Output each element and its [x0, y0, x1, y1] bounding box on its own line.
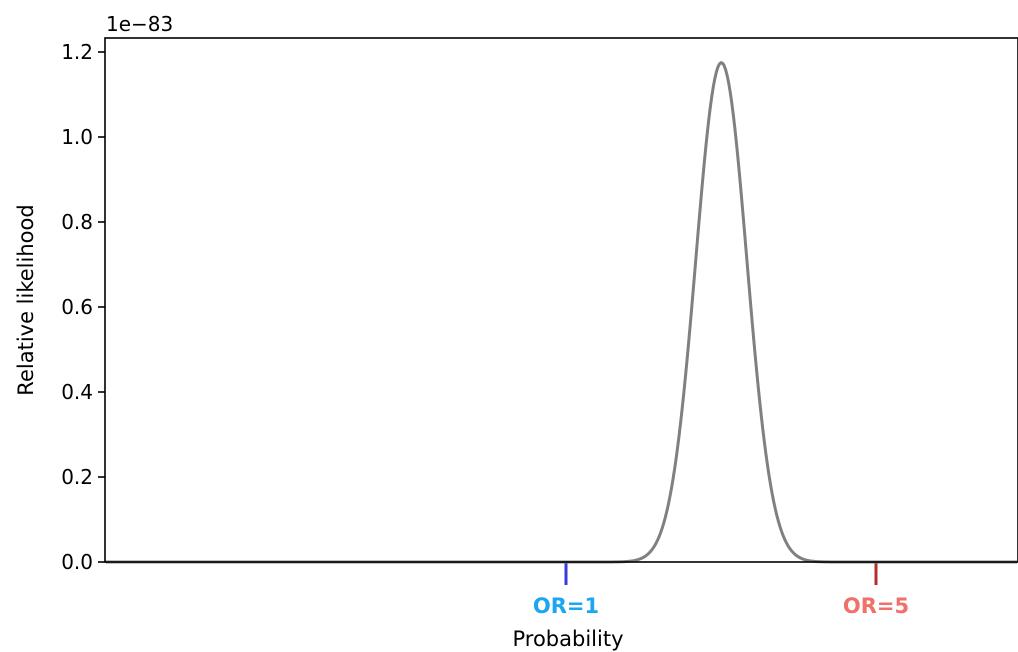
x-marker-label: OR=5 — [843, 594, 909, 618]
y-tick-label: 1.2 — [61, 40, 93, 64]
y-tick-label: 0.4 — [61, 380, 93, 404]
y-axis: 0.0 0.2 0.4 0.6 0.8 1.0 1.2 — [61, 40, 105, 574]
plot-frame — [104, 37, 1018, 563]
y-tick-label: 0.8 — [61, 210, 93, 234]
likelihood-curve — [105, 60, 1018, 564]
y-tick-label: 0.6 — [61, 295, 93, 319]
y-tick-label: 0.2 — [61, 465, 93, 489]
y-axis-label: Relative likelihood — [14, 204, 38, 395]
y-tick-label: 0.0 — [61, 550, 93, 574]
x-markers: OR=1 OR=5 — [533, 562, 909, 618]
x-axis-label: Probability — [512, 627, 623, 651]
x-marker-label: OR=1 — [533, 594, 599, 618]
y-offset-text: 1e−83 — [106, 12, 173, 36]
y-tick-label: 1.0 — [61, 125, 93, 149]
